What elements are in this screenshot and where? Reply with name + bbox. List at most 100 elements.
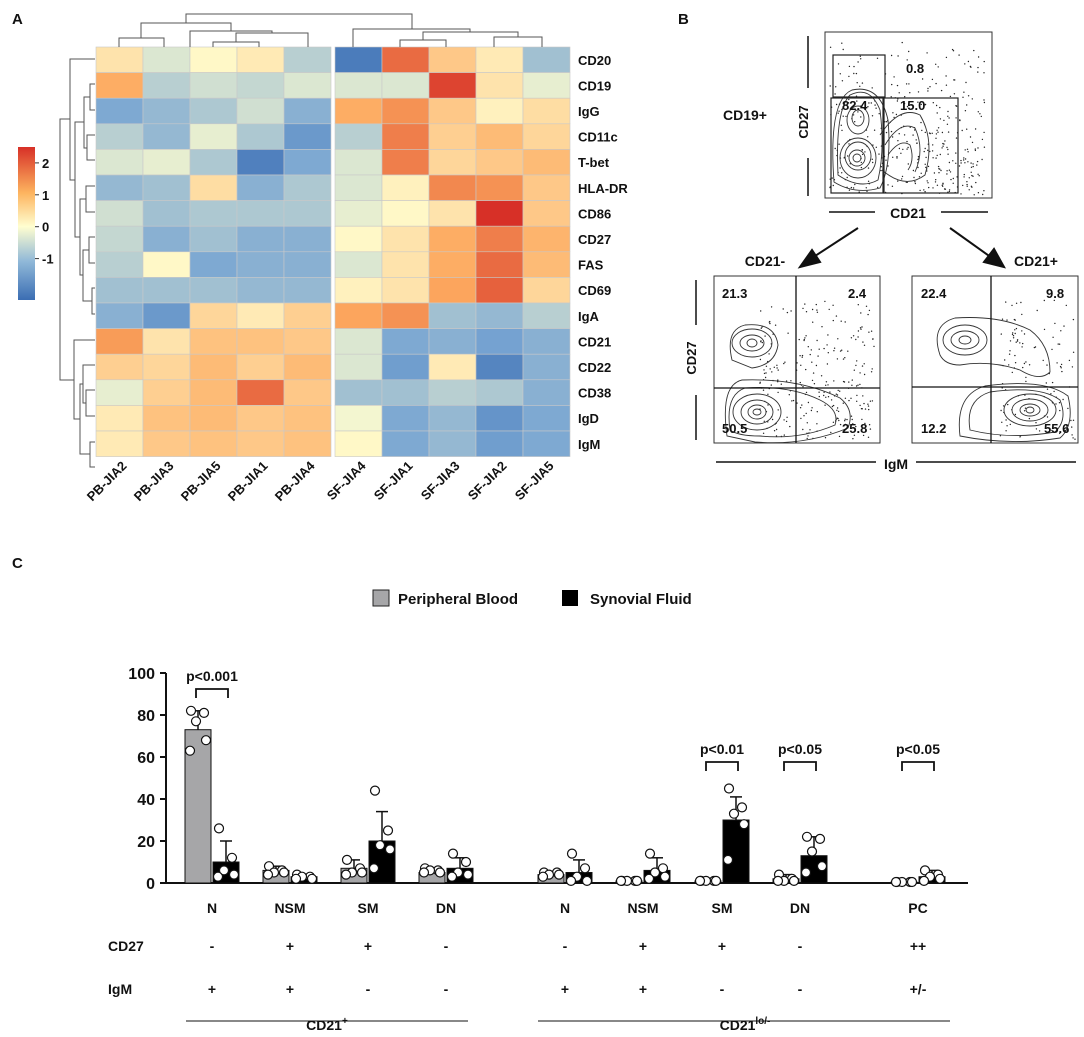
cd21-neg-plot: 21.3 2.4 50.5 25.8	[713, 275, 881, 444]
event-dot	[774, 324, 777, 326]
event-dot	[918, 176, 921, 178]
heatmap-cell	[189, 353, 238, 381]
event-dot	[934, 181, 937, 183]
heatmap-cell	[381, 328, 430, 355]
event-dot	[850, 397, 852, 399]
event-dot	[844, 423, 847, 426]
event-dot	[1022, 342, 1024, 345]
data-point	[788, 875, 800, 887]
event-dot	[807, 435, 809, 437]
event-dot	[923, 189, 925, 191]
gating-arrows	[797, 227, 1006, 269]
event-dot	[785, 380, 788, 382]
event-dot	[801, 356, 803, 358]
event-dot	[897, 180, 899, 182]
event-dot	[1060, 330, 1062, 332]
heatmap-cell	[236, 353, 285, 381]
marker-value: ++	[910, 938, 926, 954]
event-dot	[832, 304, 834, 306]
event-dot	[830, 399, 833, 401]
event-dot	[816, 339, 818, 342]
event-dot	[1051, 429, 1053, 432]
event-dot	[812, 321, 814, 323]
event-dot	[973, 194, 975, 196]
event-dot	[803, 338, 805, 341]
marker-value: -	[798, 981, 803, 997]
event-dot	[783, 362, 785, 365]
heatmap-cell	[475, 46, 524, 73]
event-dot	[805, 368, 807, 371]
event-dot	[950, 178, 952, 181]
event-dot	[949, 171, 952, 173]
heatmap-cell	[95, 251, 144, 278]
event-dot	[942, 185, 944, 187]
event-dot	[1074, 438, 1076, 440]
event-dot	[901, 41, 903, 44]
marker-value: +	[639, 981, 647, 997]
event-dot	[859, 85, 861, 88]
event-dot	[1011, 304, 1013, 307]
legend: Peripheral Blood Synovial Fluid	[372, 589, 692, 608]
heatmap-cell	[381, 123, 430, 150]
marker-value: +	[718, 938, 726, 954]
event-dot	[1071, 434, 1073, 436]
event-dot	[1057, 343, 1059, 345]
data-point	[723, 783, 735, 794]
event-dot	[943, 188, 946, 190]
event-dot	[854, 183, 856, 186]
event-dot	[1054, 322, 1056, 325]
event-dot	[846, 418, 848, 421]
event-dot	[958, 54, 960, 56]
event-dot	[977, 71, 979, 73]
data-point	[728, 808, 740, 819]
event-dot	[1015, 341, 1017, 343]
event-dot	[869, 400, 872, 402]
event-dot	[1023, 410, 1026, 412]
heatmap-cell	[522, 353, 571, 381]
event-dot	[861, 408, 863, 410]
heatmap-cell	[475, 200, 524, 227]
data-point	[738, 819, 750, 830]
event-dot	[842, 48, 844, 51]
heatmap-row-label: CD20	[578, 53, 611, 68]
heatmap-cell	[381, 379, 430, 406]
event-dot	[1046, 364, 1048, 366]
event-dot	[848, 189, 851, 191]
event-dot	[925, 156, 927, 159]
event-dot	[939, 153, 941, 156]
heatmap-cell	[381, 46, 430, 73]
event-dot	[825, 381, 828, 383]
event-dot	[935, 133, 938, 135]
event-dot	[906, 181, 908, 183]
event-dot	[763, 369, 765, 371]
heatmap-cell	[236, 328, 285, 355]
event-dot	[839, 423, 842, 426]
event-dot	[871, 115, 874, 117]
panel-a-heatmap: A CD20 CD19 IgG CD11c T-bet HLA-DR CD86 CD27 FAS…	[12, 11, 628, 504]
marker-value: +	[286, 938, 294, 954]
event-dot	[855, 385, 858, 387]
event-dot	[776, 364, 778, 366]
event-dot	[972, 175, 974, 177]
event-dot	[963, 173, 965, 176]
x-category-label: N	[207, 900, 217, 916]
event-dot	[871, 158, 873, 160]
heatmap-cell	[189, 174, 238, 201]
heatmap-cell	[381, 251, 430, 278]
heatmap-column-label: PB-JIA1	[225, 458, 271, 504]
event-dot	[815, 364, 818, 367]
heatmap-cell	[283, 251, 332, 278]
event-dot	[1066, 425, 1068, 427]
event-dot	[983, 146, 986, 148]
event-dot	[839, 350, 842, 352]
event-dot	[783, 419, 785, 421]
top-x-axis-label: CD21	[890, 205, 926, 221]
event-dot	[1011, 333, 1014, 336]
event-dot	[1053, 390, 1055, 393]
marker-value: +	[639, 938, 647, 954]
heatmap-row-labels: CD20 CD19 IgG CD11c T-bet HLA-DR CD86 CD27 FAS CD…	[578, 53, 628, 452]
event-dot	[890, 54, 893, 57]
heatmap-cell	[522, 72, 571, 99]
event-dot	[1035, 422, 1037, 424]
event-dot	[921, 129, 923, 132]
